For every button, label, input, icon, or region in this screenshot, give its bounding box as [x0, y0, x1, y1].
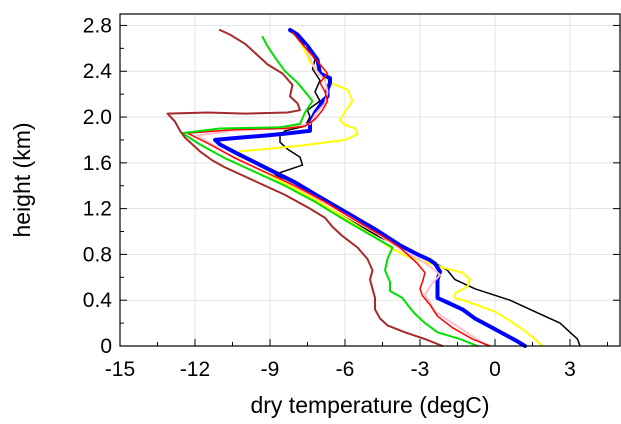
grid-lines	[120, 14, 620, 346]
series-line-6	[166, 29, 444, 347]
y-tick-label: 1.6	[83, 152, 112, 175]
x-tick-label: -6	[336, 358, 355, 381]
tick-marks	[119, 24, 620, 347]
y-tick-label: 0	[100, 335, 112, 358]
x-tick-label: -12	[180, 358, 210, 381]
series-layer	[166, 28, 581, 348]
x-tick-label: -3	[411, 358, 430, 381]
y-tick-label: 0.8	[83, 243, 112, 266]
x-tick-label: -9	[261, 358, 280, 381]
y-tick-label: 2.4	[83, 60, 113, 83]
series-line-5	[181, 35, 479, 347]
series-line-0	[274, 40, 581, 347]
plot-frame	[119, 13, 621, 347]
x-tick-label: 0	[489, 358, 501, 381]
series-line-2	[213, 28, 527, 348]
y-axis-title: height (km)	[9, 122, 35, 237]
y-tick-label: 2.0	[83, 106, 112, 129]
x-axis-title: dry temperature (degC)	[250, 392, 489, 418]
y-tick-label: 2.8	[83, 14, 112, 37]
series-line-4	[186, 31, 491, 347]
y-tick-label: 0.4	[83, 289, 113, 312]
series-line-1	[236, 33, 544, 347]
x-tick-label: -15	[105, 358, 135, 381]
x-tick-label: 3	[564, 358, 576, 381]
y-tick-label: 1.2	[83, 198, 112, 221]
x-tick-labels: -15 -12 -9 -6 -3 0 3	[105, 358, 576, 381]
y-tick-labels: 0 0.4 0.8 1.2 1.6 2.0 2.4 2.8	[83, 14, 113, 358]
